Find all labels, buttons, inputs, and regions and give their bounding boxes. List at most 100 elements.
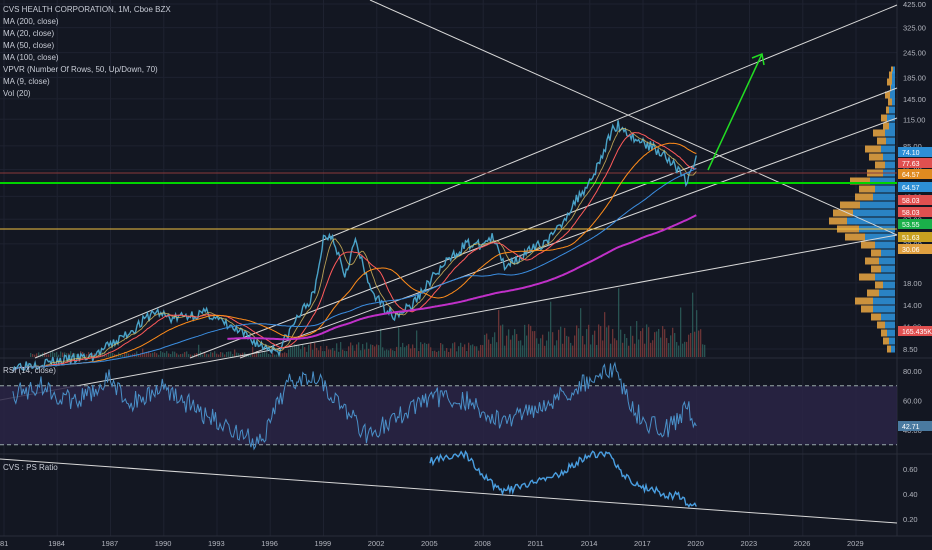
volume-bar — [512, 335, 514, 357]
volume-bar — [480, 344, 482, 357]
volume-bar — [370, 344, 372, 357]
volume-bar — [190, 354, 192, 357]
trendline — [189, 87, 898, 359]
volume-bar — [478, 350, 480, 357]
price-tag — [898, 147, 932, 157]
volume-bar — [268, 354, 270, 357]
volume-bar — [452, 343, 454, 357]
volume-bar — [432, 351, 434, 357]
vpvr-up-bar — [875, 241, 895, 249]
volume-bar — [34, 354, 36, 357]
price-tag-label: 165.435K — [902, 329, 932, 336]
volume-bar — [462, 346, 464, 357]
volume-bar — [98, 351, 100, 357]
vpvr-up-bar — [892, 98, 895, 106]
ps-title[interactable]: CVS : PS Ratio — [3, 463, 58, 472]
volume-bar — [610, 343, 612, 357]
volume-bar — [652, 340, 654, 357]
volume-bar — [550, 301, 552, 357]
price-tag-label: 74.10 — [902, 150, 920, 157]
price-tag — [898, 326, 932, 336]
volume-bar — [438, 350, 440, 357]
legend-ma200[interactable]: MA (200, close) — [3, 17, 59, 26]
volume-bar — [638, 339, 640, 357]
volume-bar — [508, 329, 510, 357]
volume-bar — [218, 354, 220, 357]
volume-bar — [326, 345, 328, 357]
volume-bar — [58, 354, 60, 357]
volume-bar — [570, 342, 572, 357]
volume-bar — [558, 329, 560, 357]
volume-bar — [634, 343, 636, 357]
volume-bar — [444, 350, 446, 357]
price-tag-label: 77.63 — [902, 161, 920, 168]
vpvr-down-bar — [875, 161, 885, 169]
volume-bar — [100, 354, 102, 357]
volume-bar — [192, 354, 194, 357]
vpvr-down-bar — [877, 321, 885, 329]
projection-arrow-head — [751, 52, 765, 66]
volume-bar — [158, 354, 160, 357]
volume-bar — [224, 354, 226, 357]
price-axis-tick: 145.00 — [903, 95, 926, 104]
price-tag — [898, 232, 932, 242]
price-tag-label: 58.03 — [902, 198, 920, 205]
volume-bar — [556, 340, 558, 357]
vpvr-up-bar — [891, 84, 895, 92]
vpvr-down-bar — [881, 114, 887, 122]
legend-ma50[interactable]: MA (50, close) — [3, 41, 55, 50]
volume-bar — [600, 326, 602, 357]
horizontal-levels[interactable] — [0, 172, 897, 230]
vpvr-up-bar — [885, 129, 895, 137]
volume-bar — [542, 334, 544, 357]
volume-bar — [626, 337, 628, 357]
trendlines[interactable] — [0, 0, 898, 524]
volume-bar — [510, 339, 512, 357]
volume-bar — [234, 349, 236, 357]
chart-title[interactable]: CVS HEALTH CORPORATION, 1M, Cboe BZX — [3, 5, 171, 14]
price-tag — [898, 182, 932, 192]
volume-bar — [258, 352, 260, 357]
vpvr-up-bar — [873, 305, 895, 313]
legend-ma9[interactable]: MA (9, close) — [3, 77, 50, 86]
volume-bar — [442, 344, 444, 357]
volume-bar — [616, 340, 618, 357]
vpvr-up-bar — [887, 114, 895, 122]
legend-volume[interactable]: Vol (20) — [3, 89, 31, 98]
legend-vpvr[interactable]: VPVR (Number Of Rows, 50, Up/Down, 70) — [3, 65, 158, 74]
volume-bar — [702, 344, 704, 357]
volume-bar — [704, 344, 706, 357]
vpvr-down-bar — [850, 177, 870, 185]
volume-bar — [136, 351, 138, 357]
legend-ma100[interactable]: MA (100, close) — [3, 53, 59, 62]
time-axis-tick: 2002 — [368, 539, 385, 548]
vpvr-down-bar — [859, 273, 875, 281]
volume-bar — [366, 342, 368, 357]
volume-bar — [322, 351, 324, 357]
volume-bar — [202, 354, 204, 357]
volume-bar — [120, 354, 122, 357]
volume-bar — [36, 353, 38, 357]
volume-bar — [582, 335, 584, 357]
vpvr-up-bar — [865, 233, 895, 241]
legend-ma20[interactable]: MA (20, close) — [3, 29, 55, 38]
volume-bar — [302, 344, 304, 357]
volume-bar — [236, 352, 238, 357]
volume-bar — [336, 343, 338, 357]
volume-bar — [676, 342, 678, 357]
rsi-title[interactable]: RSI (14, close) — [3, 366, 56, 375]
vpvr-up-bar — [892, 71, 895, 79]
volume-bar — [82, 352, 84, 357]
price-labels: 74.10 77.63 64.57 64.57 58.03 58.03 53.55 51.63… — [898, 147, 932, 432]
volume-bar — [150, 353, 152, 357]
vpvr-up-bar — [883, 281, 895, 289]
volume-bar — [324, 351, 326, 357]
volume-bar — [424, 342, 426, 357]
vpvr-down-bar — [877, 137, 886, 145]
volume-bar — [144, 353, 146, 357]
volume-bar — [360, 350, 362, 357]
volume-bar — [90, 354, 92, 357]
time-axis-tick: 2020 — [687, 539, 704, 548]
volume-bar — [300, 349, 302, 357]
